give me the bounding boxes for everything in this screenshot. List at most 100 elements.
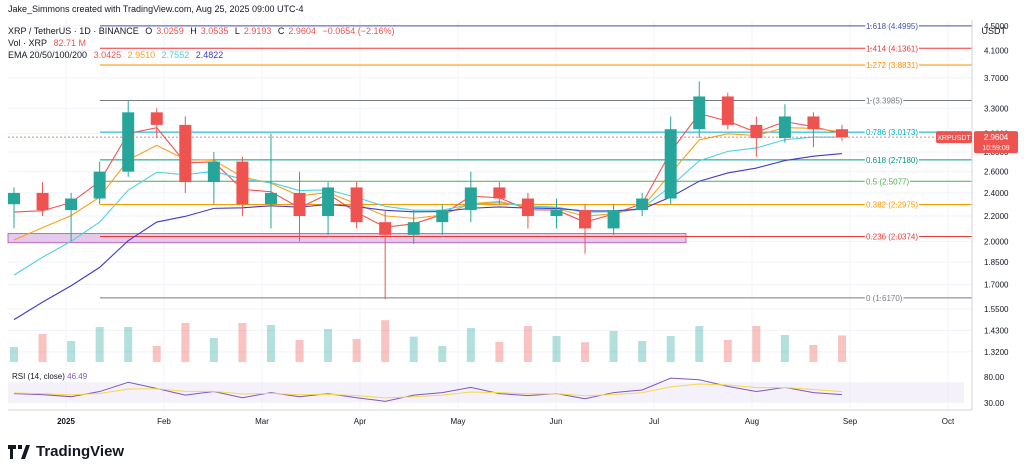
rsi-label: RSI (14, close) 46.49 xyxy=(12,372,88,381)
x-tick-label: Jul xyxy=(649,417,659,426)
volume-bar xyxy=(695,326,704,362)
volume-bar xyxy=(638,341,647,362)
volume-bar xyxy=(124,327,133,362)
volume-bar xyxy=(38,334,47,362)
last-price-marker: XRPUSDT 2.9604 10:59:09 xyxy=(8,131,1018,154)
x-tick-label: Mar xyxy=(255,417,269,426)
candle-body xyxy=(8,192,20,205)
volume-bar xyxy=(324,329,333,362)
fib-label: 0 (1.6170) xyxy=(866,294,903,303)
ema-lines xyxy=(13,113,843,321)
fib-label: 1 (3.3985) xyxy=(866,96,903,105)
ema50-line xyxy=(13,127,843,241)
candle-body xyxy=(93,171,106,199)
x-tick-label: May xyxy=(450,417,465,426)
x-tick-label: Feb xyxy=(157,417,171,426)
volume-bar xyxy=(666,336,675,362)
volume-bar xyxy=(295,340,304,362)
x-tick-label: Jun xyxy=(550,417,563,426)
rsi-ma-line xyxy=(13,383,843,399)
candle-body xyxy=(778,116,791,139)
ohlc-open: O 3.0259 xyxy=(145,26,184,36)
ohlc-change: −0.0654 (−2.16%) xyxy=(322,26,395,36)
volume-bars xyxy=(10,320,846,362)
volume-bar xyxy=(266,325,275,362)
y-tick-label: 2.2000 xyxy=(984,212,1009,221)
candle-body xyxy=(607,210,620,229)
rsi-panel: RSI (14, close) 46.49 80.00 30.00 xyxy=(8,372,1005,408)
fib-label: 1.414 (4.1361) xyxy=(866,44,918,53)
volume-legend[interactable]: Vol · XRP 82.71 M xyxy=(8,38,87,48)
ohlc-high: H 3.0535 xyxy=(190,26,229,36)
price-axis: 4.50004.10003.70003.30003.00002.80002.60… xyxy=(971,20,1009,410)
y-tick-label: 1.4300 xyxy=(984,327,1009,336)
last-price-symbol: XRPUSDT xyxy=(937,135,971,142)
fib-label: 0.5 (2.5077) xyxy=(866,177,909,186)
rsi-tick-30: 30.00 xyxy=(984,399,1005,408)
candle-body xyxy=(521,198,534,217)
volume-bar xyxy=(809,345,818,362)
candle-body xyxy=(464,187,477,211)
x-tick-label: Aug xyxy=(745,417,759,426)
x-tick-label: 2025 xyxy=(57,417,75,426)
fib-label: 0.618 (2.7180) xyxy=(866,156,918,165)
volume-bar xyxy=(438,346,447,362)
candle-body xyxy=(350,187,363,223)
y-tick-label: 1.8500 xyxy=(984,258,1009,267)
y-tick-label: 2.4000 xyxy=(984,189,1009,198)
volume-bar xyxy=(209,338,218,362)
candle-body xyxy=(322,187,335,217)
rsi-tick-80: 80.00 xyxy=(984,373,1005,382)
candle-body xyxy=(36,192,49,211)
candle-body xyxy=(636,198,649,211)
rsi-line xyxy=(13,377,843,402)
volume-bar xyxy=(352,339,361,362)
candle-body xyxy=(407,222,420,235)
y-tick-label: 3.3000 xyxy=(984,104,1009,113)
volume-bar xyxy=(752,326,761,362)
ohlc-low: L 2.9193 xyxy=(234,26,272,36)
rsi-value: 46.49 xyxy=(67,372,88,381)
volume-bar xyxy=(780,335,789,362)
volume-bar xyxy=(181,323,190,362)
tradingview-logo-icon xyxy=(8,444,30,459)
ema200-line xyxy=(13,153,843,321)
volume-bar xyxy=(238,323,247,362)
volume-bar xyxy=(609,331,618,362)
volume-bar xyxy=(67,341,76,362)
chart-grid xyxy=(8,20,972,410)
volume-bar xyxy=(838,335,846,362)
volume-bar xyxy=(10,347,18,362)
ema-legend[interactable]: EMA 20/50/100/200 3.0425 2.9510 2.7552 2… xyxy=(8,50,224,60)
last-price-value-box xyxy=(974,131,1018,154)
tradingview-logo[interactable]: TradingView xyxy=(8,443,124,460)
x-tick-label: Apr xyxy=(354,417,367,426)
last-price-value: 2.9604 xyxy=(984,133,1009,142)
volume-bar xyxy=(495,342,504,362)
candle-body xyxy=(750,124,763,139)
fib-label: 1.618 (4.4995) xyxy=(866,22,918,31)
fib-levels: 1.618 (4.4995) 1.414 (4.1361) 1.272 (3.883… xyxy=(100,20,972,304)
ohlc-close: C 2.9604 xyxy=(277,26,316,36)
last-price-countdown: 10:59:09 xyxy=(982,145,1009,152)
candle-body xyxy=(493,187,506,199)
y-tick-label: 4.1000 xyxy=(984,47,1009,56)
candle-body xyxy=(179,124,192,183)
fib-label: 0.382 (2.2975) xyxy=(866,201,918,210)
symbol-label[interactable]: XRP / TetherUS · 1D · BINANCE xyxy=(8,26,139,36)
time-axis: 2025 Feb Mar Apr May Jun Jul Aug Sep Oct xyxy=(8,409,972,426)
y-tick-label: 1.7000 xyxy=(984,281,1009,290)
candle-body xyxy=(693,96,706,130)
candle-body xyxy=(807,116,820,130)
fib-label: 1.272 (3.8831) xyxy=(866,61,918,70)
candle-body xyxy=(65,198,78,211)
candle-body xyxy=(436,210,449,223)
candlesticks xyxy=(8,81,848,300)
candle-body xyxy=(550,210,563,217)
volume-bar xyxy=(552,336,561,362)
volume-bar xyxy=(523,326,532,362)
volume-bar xyxy=(466,328,475,362)
volume-bar xyxy=(381,320,390,362)
candle-body xyxy=(293,192,306,217)
